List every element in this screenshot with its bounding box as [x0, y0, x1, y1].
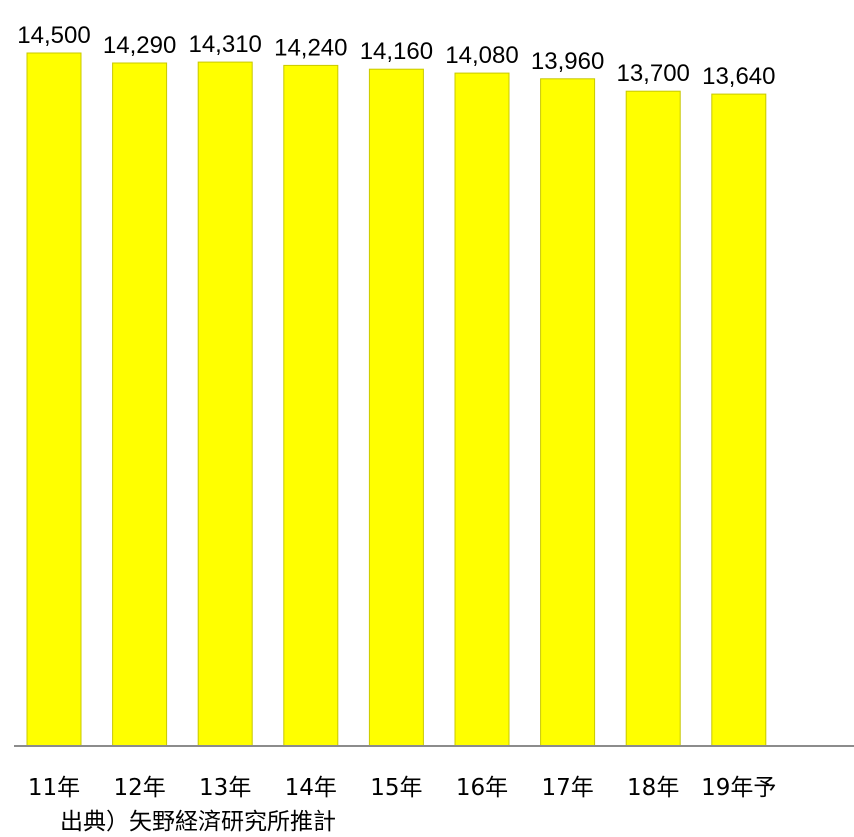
category-label-1: 11年 [28, 775, 80, 801]
category-label-2: 12年 [113, 775, 165, 801]
data-label-2: 14,290 [103, 32, 176, 59]
category-labels-group: 11年 12年 13年 14年 15年 16年 17年 18年 19年予 [28, 775, 777, 801]
category-label-6: 16年 [456, 775, 508, 801]
bar-4 [283, 64, 339, 747]
data-label-9: 13,640 [702, 63, 775, 90]
data-label-7: 13,960 [531, 48, 604, 75]
bar-8 [625, 90, 681, 747]
data-label-8: 13,700 [616, 60, 689, 87]
category-label-9: 19年予 [701, 775, 776, 801]
bar-9 [711, 93, 767, 747]
data-label-4: 14,240 [274, 34, 347, 61]
bar-3 [197, 61, 253, 747]
bar-1 [26, 52, 82, 747]
bar-5 [368, 68, 424, 747]
category-label-5: 15年 [370, 775, 422, 801]
data-label-5: 14,160 [360, 38, 433, 65]
data-label-1: 14,500 [17, 22, 90, 49]
bar-6 [454, 72, 510, 747]
category-label-7: 17年 [541, 775, 593, 801]
data-label-6: 14,080 [445, 42, 518, 69]
bar-7 [540, 78, 596, 747]
data-label-3: 14,310 [188, 31, 261, 58]
source-note: 出典）矢野経済研究所推計 [60, 809, 336, 835]
category-label-4: 14年 [285, 775, 337, 801]
data-labels-group: 14,500 14,290 14,310 14,240 14,160 14,080 13,9… [17, 22, 775, 90]
bars-group [26, 52, 767, 747]
category-label-8: 18年 [627, 775, 679, 801]
category-label-3: 13年 [199, 775, 251, 801]
bar-2 [112, 62, 168, 747]
